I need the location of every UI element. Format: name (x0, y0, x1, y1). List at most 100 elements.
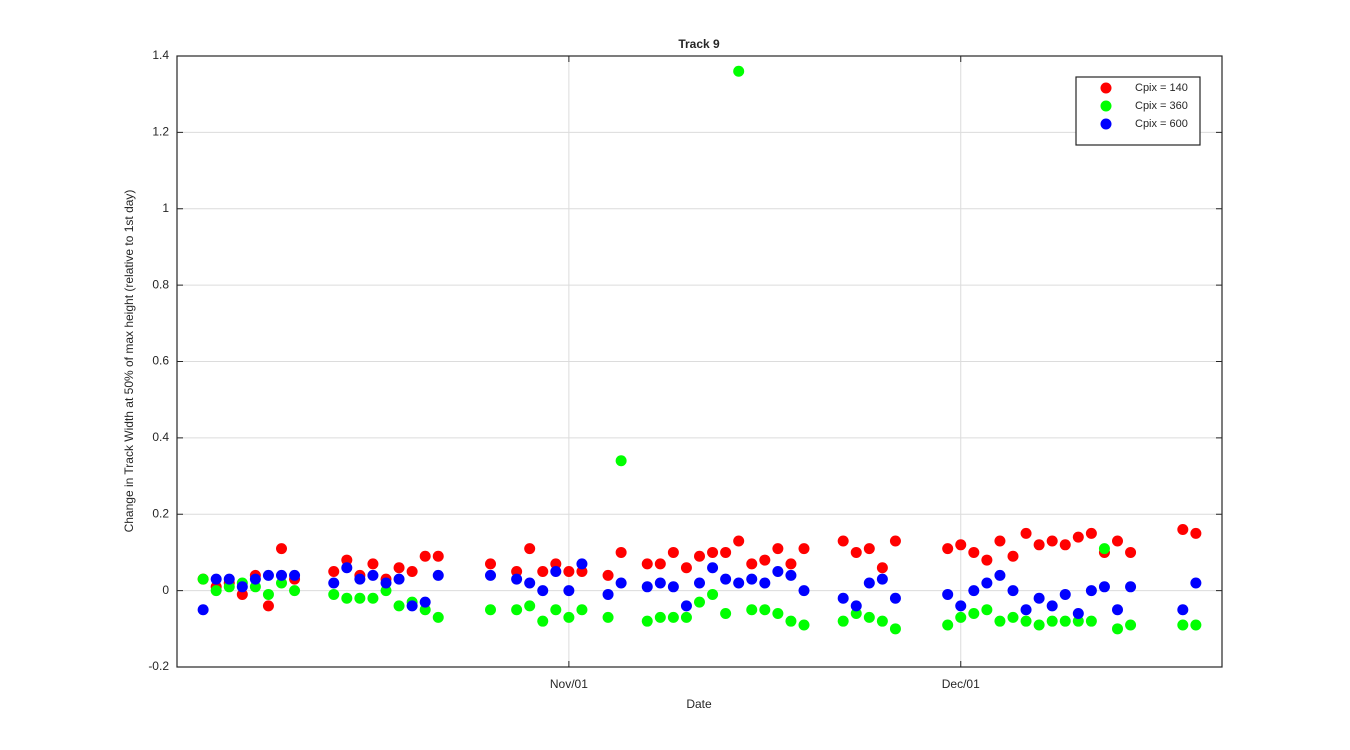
point (759, 604, 771, 616)
point (694, 596, 705, 608)
point (1190, 527, 1202, 539)
point (406, 600, 418, 612)
point (798, 543, 810, 555)
chart-title: Track 9 (678, 37, 720, 51)
point (1177, 524, 1189, 536)
point (537, 566, 549, 578)
point (720, 608, 732, 620)
point (994, 569, 1006, 581)
point (876, 615, 888, 627)
point (1125, 581, 1137, 593)
legend-marker (1100, 82, 1112, 94)
point (863, 577, 875, 589)
point (485, 569, 496, 581)
point (707, 562, 719, 574)
point (1046, 535, 1058, 547)
legend-label: Cpix = 600 (1135, 118, 1188, 130)
point (1046, 600, 1058, 612)
point (641, 581, 653, 593)
point (380, 585, 392, 597)
legend-label: Cpix = 360 (1135, 100, 1188, 112)
point (889, 623, 901, 635)
point (876, 562, 888, 574)
point (1190, 577, 1202, 589)
point (720, 546, 732, 558)
point (485, 558, 496, 570)
point (223, 581, 235, 593)
point (955, 611, 967, 623)
point (210, 573, 222, 585)
point (772, 608, 784, 620)
point (798, 619, 810, 631)
point (850, 546, 862, 558)
y-tick-label: -0.2 (148, 659, 169, 673)
point (850, 608, 862, 620)
point (968, 546, 980, 558)
y-tick-label: 0.4 (152, 430, 169, 444)
point (197, 573, 209, 585)
point (1085, 527, 1097, 539)
point (537, 585, 549, 597)
point (419, 596, 431, 608)
point (432, 550, 444, 562)
point (641, 615, 653, 627)
point (615, 546, 627, 558)
point (746, 573, 758, 585)
point (1085, 615, 1097, 627)
point (942, 588, 954, 600)
point (380, 577, 392, 589)
point (981, 577, 993, 589)
point (1020, 604, 1032, 616)
point (236, 581, 248, 593)
point (733, 577, 745, 589)
point (667, 581, 679, 593)
x-tick-label: Nov/01 (550, 677, 588, 691)
point (981, 604, 993, 616)
point (955, 539, 967, 551)
legend-marker (1100, 100, 1112, 112)
point (1046, 615, 1058, 627)
point (1033, 539, 1045, 551)
legend-marker (1100, 118, 1112, 130)
point (850, 600, 862, 612)
point (1007, 611, 1019, 623)
point (341, 554, 353, 566)
point (354, 592, 366, 604)
point (785, 615, 797, 627)
point (210, 585, 222, 597)
point (680, 611, 692, 623)
point (863, 543, 875, 555)
point (772, 566, 784, 578)
point (1020, 527, 1032, 539)
point (602, 569, 614, 581)
point (707, 588, 719, 600)
point (955, 600, 967, 612)
point (615, 455, 627, 467)
point (576, 558, 588, 570)
legend-box (1075, 76, 1201, 146)
x-tick-label: Dec/01 (942, 677, 980, 691)
point (393, 600, 405, 612)
point (1112, 535, 1123, 547)
point (576, 566, 588, 578)
point (837, 592, 849, 604)
point (654, 577, 666, 589)
point (563, 611, 575, 623)
point (511, 604, 523, 616)
point (654, 558, 666, 570)
point (1112, 604, 1123, 616)
point (733, 535, 745, 547)
point (524, 600, 536, 612)
point (785, 558, 797, 570)
point (393, 573, 405, 585)
point (1112, 623, 1123, 635)
point (249, 581, 261, 593)
point (733, 65, 745, 77)
point (680, 562, 692, 574)
point (602, 588, 614, 600)
point (615, 577, 627, 589)
point (889, 592, 901, 604)
point (654, 611, 666, 623)
point (367, 592, 379, 604)
